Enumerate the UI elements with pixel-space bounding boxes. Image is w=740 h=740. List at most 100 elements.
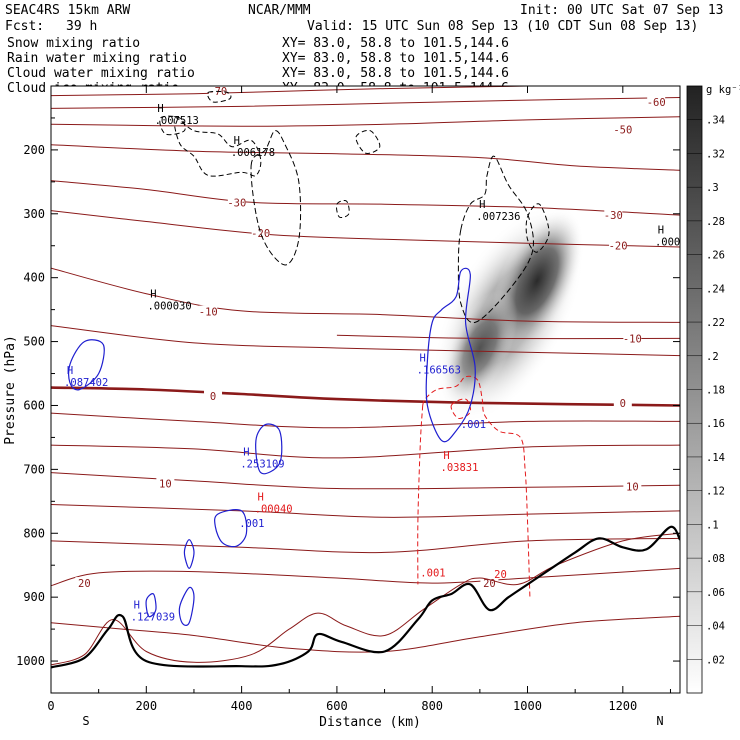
cloud-contour-label: .001 (239, 518, 264, 530)
snow-contour (250, 130, 302, 266)
ice-contours (159, 90, 550, 253)
ice-contour (159, 115, 186, 136)
colorbar-label: .02 (706, 654, 725, 666)
isotherm-label: -60 (647, 97, 666, 109)
colorbar-labels: .34 .32 .3 .28 .26 .24 .22 .2 .18 .16 .14 .12 .1 .08.… (687, 115, 725, 666)
ice-high-value: .007513 (155, 115, 199, 127)
axes: 0 200 400 600 800 1000 12002003004005006007008… (16, 86, 680, 713)
ice-high-value: .000030 (147, 300, 191, 312)
x-tick-label: 600 (326, 699, 348, 713)
contour-labels: H.007236H.0008H.007513H.006178H.000030H.… (64, 103, 687, 624)
isotherm-label: 20 (483, 578, 496, 590)
isotherm-label-bg (623, 332, 642, 344)
field-name: Rain water mixing ratio (7, 51, 187, 66)
temperature-isotherm (51, 116, 680, 127)
cloud-water-contour (255, 423, 283, 475)
temperature-isotherm (51, 537, 680, 554)
cloud-water-contour (214, 509, 248, 548)
compass-north: N (656, 714, 663, 728)
x-tick-label: 1200 (608, 699, 637, 713)
field-name: Cloud water mixing ratio (7, 66, 195, 81)
temperature-isotherm (51, 325, 680, 357)
isotherm-label: 0 (210, 391, 216, 403)
model-title: SEAC4RS 15km ARW (5, 3, 130, 18)
colorbar-label: .2 (706, 351, 719, 363)
valid-time: Valid: 15 UTC Sun 08 Sep 13 (10 CDT Sun … (307, 19, 698, 34)
isotherm-label-bg (199, 305, 218, 317)
field-xy: XY= 83.0, 58.8 to 101.5,144.6 (282, 66, 509, 81)
snow-contours (250, 130, 534, 324)
rain-contours (417, 375, 531, 598)
isotherm-label: -50 (613, 124, 632, 136)
field-xy: XY= 83.0, 58.8 to 101.5,144.6 (282, 36, 509, 51)
colorbar-label: .22 (706, 317, 725, 329)
temperature-isotherm (51, 444, 680, 459)
y-axis-label: Pressure (hPa) (3, 335, 18, 445)
isotherm-label-bg (251, 226, 270, 238)
rain-contour-label: 20 (494, 569, 507, 581)
cloud-high-value: .166563 (417, 364, 461, 376)
isotherm-label: -30 (227, 197, 246, 209)
cloud-contours (68, 267, 476, 626)
colorbar-label: .04 (706, 621, 725, 633)
rain-high-value: .00040 (255, 504, 293, 516)
colorbar-label: .1 (706, 519, 719, 531)
cloud-contour-label: .001 (461, 419, 486, 431)
y-tick-label: 700 (23, 462, 45, 476)
field-name: Snow mixing ratio (7, 36, 140, 51)
ice-high-marker: H (234, 135, 240, 147)
snow-high-marker: H (479, 199, 485, 211)
temperature-isotherm (51, 504, 680, 518)
isotherm-label-bg (613, 396, 632, 408)
cloud-water-contour (183, 539, 195, 570)
isotherm-label: 10 (159, 478, 172, 490)
cloud-water-contour (145, 593, 157, 618)
colorbar-label: .16 (706, 418, 725, 430)
cloud-water-contour (68, 339, 105, 391)
cloud-high-value: .087402 (64, 377, 108, 389)
isotherm-label: -10 (199, 307, 218, 319)
rain-contour (450, 398, 472, 419)
ice-contour (207, 90, 232, 103)
field-xy: XY= 83.0, 58.8 to 101.5,144.6 (282, 51, 509, 66)
init-time: Init: 00 UTC Sat 07 Sep 13 (520, 3, 724, 18)
isotherm-label: -20 (251, 228, 270, 240)
snow-high-marker: H (658, 225, 664, 237)
cloud-high-marker: H (243, 446, 249, 458)
rain-high-value: .03831 (441, 462, 479, 474)
ice-high-marker: H (157, 103, 163, 115)
ice-contour (525, 203, 550, 253)
x-tick-label: 1000 (513, 699, 542, 713)
snow-shade-core (442, 289, 518, 407)
colorbar-label: .32 (706, 148, 725, 160)
terrain-isotherm (51, 532, 680, 666)
colorbar-label: .28 (706, 216, 725, 228)
snow-shading (432, 205, 585, 424)
snow-high-value: .0008 (655, 237, 687, 249)
terrain-line (51, 525, 680, 669)
colorbar-label: .14 (706, 452, 725, 464)
cloud-high-value: .253109 (240, 458, 284, 470)
isotherm-label-bg (623, 480, 642, 492)
colorbar-label: .08 (706, 553, 725, 565)
colorbar-label: .3 (706, 182, 719, 194)
compass-south: S (82, 714, 89, 728)
temperature-isotherm (51, 615, 680, 653)
temperature-isotherm (51, 210, 680, 248)
isotherm-label-bg (480, 577, 499, 589)
isotherm-label-bg (75, 577, 94, 589)
cloud-high-value: .127039 (131, 612, 175, 624)
cloud-high-marker: H (420, 352, 426, 364)
terrain-profile (51, 525, 680, 669)
y-tick-label: 600 (23, 398, 45, 412)
rain-high-marker: H (258, 492, 264, 504)
colorbar-label: .26 (706, 250, 725, 262)
x-tick-label: 200 (135, 699, 157, 713)
temperature-isotherm (51, 386, 680, 407)
isotherm-label-bg (609, 239, 628, 251)
plot-frame (50, 85, 681, 694)
isotherm-label-bg (156, 477, 175, 489)
x-tick-label: 400 (231, 699, 253, 713)
